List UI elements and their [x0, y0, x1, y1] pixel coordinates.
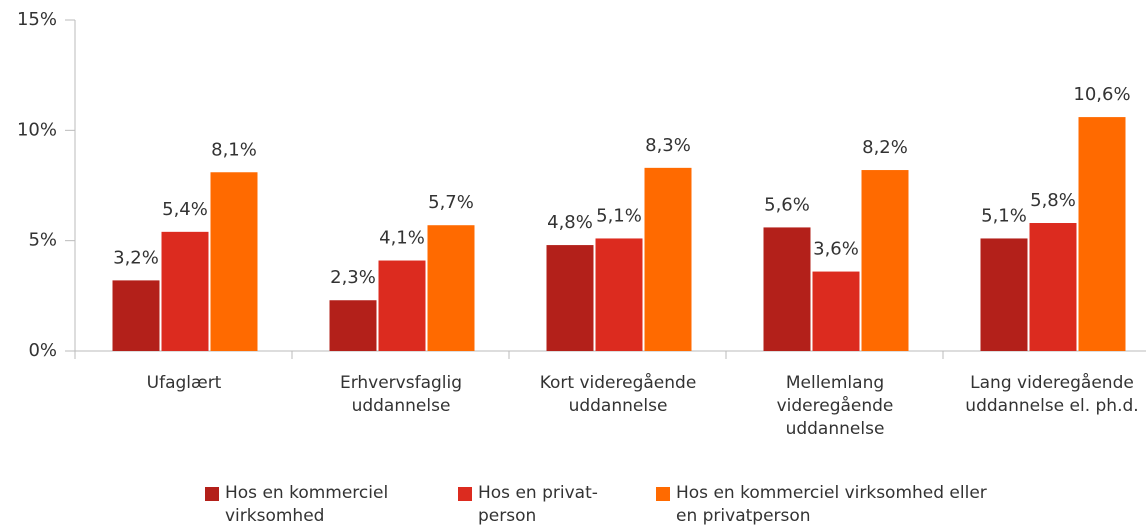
- bar: [861, 170, 909, 351]
- y-tick-label: 5%: [28, 230, 57, 251]
- value-label: 5,7%: [428, 192, 474, 213]
- bar: [1078, 117, 1126, 352]
- bar: [161, 231, 209, 351]
- value-label: 4,8%: [547, 212, 593, 233]
- value-label: 5,8%: [1030, 190, 1076, 211]
- y-tick-label: 0%: [28, 340, 57, 361]
- legend-item: Hos en privat-person: [458, 482, 628, 528]
- value-label: 5,6%: [764, 194, 810, 215]
- value-label: 10,6%: [1073, 84, 1130, 105]
- legend-swatch: [656, 487, 670, 501]
- y-tick-label: 15%: [17, 9, 57, 30]
- value-label: 5,1%: [596, 205, 642, 226]
- legend-label: Hos en kommerciel virksomhed: [225, 483, 389, 526]
- value-label: 5,1%: [981, 205, 1027, 226]
- bar: [812, 271, 860, 351]
- x-tick-label: Mellemlang videregående uddannelse: [776, 373, 894, 439]
- y-tick-label: 10%: [17, 119, 57, 140]
- bar: [763, 227, 811, 351]
- legend-item: Hos en kommerciel virksomhed: [205, 482, 415, 528]
- bar: [595, 238, 643, 351]
- bar: [378, 260, 426, 351]
- value-label: 3,6%: [813, 239, 859, 260]
- legend-label: Hos en kommerciel virksomhed eller en pr…: [676, 483, 987, 526]
- value-label: 2,3%: [330, 267, 376, 288]
- legend-item: Hos en kommerciel virksomhed eller en pr…: [656, 482, 1006, 528]
- bar: [329, 300, 377, 351]
- x-tick-label: Lang videregående uddannelse el. ph.d.: [965, 373, 1139, 416]
- value-label: 4,1%: [379, 228, 425, 249]
- x-tick-label: Kort videregående uddannelse: [539, 373, 697, 416]
- legend-swatch: [458, 487, 472, 501]
- bar: [980, 238, 1028, 351]
- value-label: 8,3%: [645, 135, 691, 156]
- bar: [644, 167, 692, 351]
- bar: [427, 225, 475, 351]
- bar: [546, 245, 594, 351]
- value-label: 8,1%: [211, 139, 257, 160]
- bar: [210, 172, 258, 351]
- value-label: 5,4%: [162, 199, 208, 220]
- x-tick-label: Ufaglært: [146, 373, 222, 393]
- value-label: 3,2%: [113, 247, 159, 268]
- value-label: 8,2%: [862, 137, 908, 158]
- legend-label: Hos en privat-person: [478, 483, 598, 526]
- bar: [112, 280, 160, 351]
- legend-swatch: [205, 487, 219, 501]
- x-tick-label: Erhvervsfaglig uddannelse: [339, 373, 463, 416]
- bar: [1029, 223, 1077, 351]
